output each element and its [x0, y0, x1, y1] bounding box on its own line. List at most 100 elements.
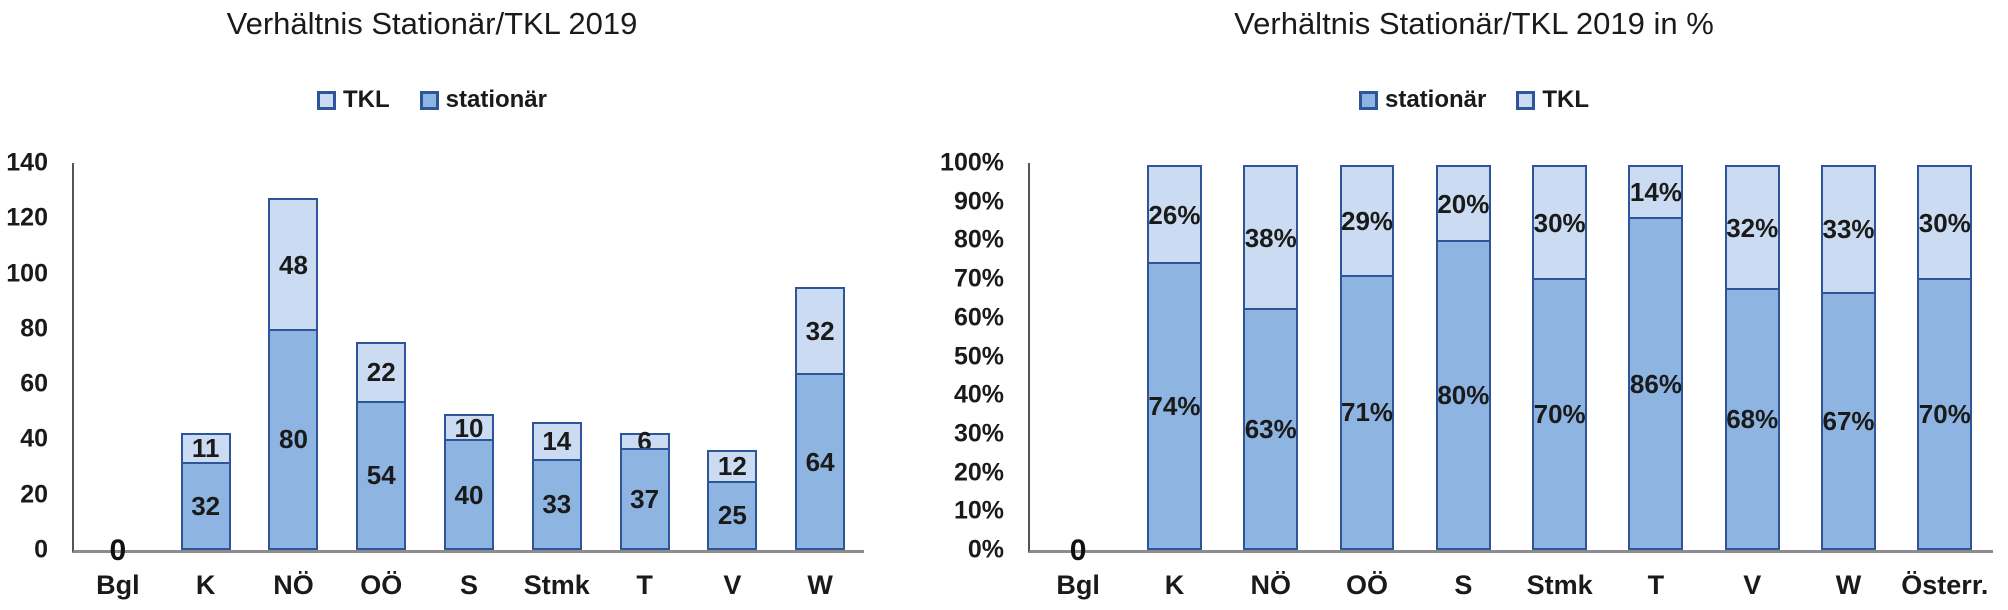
- segment-tkl-V: 12: [707, 449, 758, 483]
- segment-stationaer-T: 37: [619, 447, 670, 550]
- data-label: 32: [191, 490, 221, 521]
- legend-item-stationaer: stationär: [1358, 86, 1486, 114]
- bar-slot-W: 32 64: [776, 163, 864, 550]
- data-label: 32%: [1726, 212, 1779, 243]
- segment-tkl-OÖ: 29%: [1339, 165, 1395, 277]
- bar-slot-OÖ: 22 54: [337, 163, 425, 550]
- y-tick-label: 60: [20, 369, 48, 398]
- chart-absolute: Verhältnis Stationär/TKL 2019 TKL station…: [0, 0, 864, 610]
- x-tick-label-Stmk: Stmk: [1526, 570, 1593, 600]
- bar-slot-Stmk: 30% 70%: [1511, 163, 1607, 550]
- bar-slot-NÖ: 48 80: [250, 163, 338, 550]
- segment-stationaer-Stmk: 33: [531, 458, 582, 550]
- data-label: 11: [191, 433, 220, 464]
- data-label: 74%: [1148, 391, 1201, 422]
- legend-item-tkl: TKL: [316, 86, 390, 114]
- bar-slot-S: 20% 80%: [1415, 163, 1511, 550]
- y-tick-label: 90%: [953, 187, 1004, 216]
- legend-item-tkl: TKL: [1516, 86, 1589, 114]
- y-tick-label: 10%: [953, 496, 1004, 525]
- x-axis: Bgl K NÖ OÖ S Stmk T V W: [74, 570, 864, 601]
- bar-NÖ: 38% 63%: [1243, 165, 1299, 550]
- x-tick-label-T: T: [1647, 570, 1665, 600]
- bar-slot-Bgl: 0: [74, 163, 162, 566]
- segment-stationaer-Österr.: 70%: [1917, 278, 1973, 550]
- bar-T: 14% 86%: [1628, 165, 1684, 550]
- segment-stationaer-Stmk: 70%: [1532, 278, 1588, 550]
- bar-OÖ: 29% 71%: [1339, 165, 1395, 550]
- x-axis-gutter: [0, 570, 74, 601]
- x-tick-label-Österr.: Österr.: [1901, 570, 1989, 600]
- segment-tkl-V: 32%: [1724, 165, 1780, 291]
- segment-stationaer-T: 86%: [1628, 217, 1684, 550]
- chart-gap: [864, 0, 940, 610]
- y-tick-label: 100%: [940, 148, 1004, 177]
- data-label: 25: [717, 500, 747, 531]
- legend-swatch-tkl-icon: [316, 90, 336, 110]
- y-tick-label: 50%: [953, 342, 1004, 370]
- x-tick-label-T: T: [636, 570, 653, 600]
- segment-stationaer-OÖ: 71%: [1339, 274, 1395, 550]
- x-tick-label-K: K: [195, 570, 216, 600]
- bar-slot-V: 12 25: [688, 163, 776, 550]
- data-label: 37: [630, 483, 660, 514]
- segment-stationaer-W: 64: [795, 373, 846, 550]
- bar-NÖ: 48 80: [268, 198, 319, 550]
- bar-slot-T: 14% 86%: [1608, 163, 1704, 550]
- data-label: 30%: [1533, 207, 1586, 238]
- bar-slot-K: 11 32: [162, 163, 250, 550]
- data-label: 70%: [1918, 399, 1971, 430]
- bar-Österr.: 30% 70%: [1917, 165, 1973, 550]
- data-label: 70%: [1533, 399, 1586, 430]
- x-tick-label-W: W: [807, 570, 833, 600]
- y-tick-label: 20%: [953, 458, 1004, 487]
- y-tick-label: 40: [20, 424, 48, 453]
- segment-stationaer-V: 68%: [1724, 288, 1780, 550]
- bar-Stmk: 30% 70%: [1532, 165, 1588, 550]
- data-label: 22: [366, 357, 396, 388]
- bar-slot-NÖ: 38% 63%: [1223, 163, 1319, 550]
- legend-label: stationär: [445, 86, 547, 113]
- data-label: 14: [542, 426, 572, 457]
- segment-stationaer-K: 32: [180, 461, 231, 550]
- segment-stationaer-OÖ: 54: [356, 400, 407, 550]
- bar-S: 10 40: [444, 413, 495, 550]
- y-tick-label: 60%: [953, 303, 1004, 332]
- bar-slot-Stmk: 14 33: [513, 163, 601, 550]
- x-tick-label-S: S: [1454, 570, 1473, 600]
- y-tick-label: 100: [6, 259, 48, 288]
- plot-area: 0 26% 74% 38% 63% 29% 71% 20% 80% 30% 70% 14% 86% 32%…: [1028, 163, 1993, 566]
- y-tick-label: 30%: [953, 419, 1004, 448]
- data-label: 67%: [1822, 405, 1875, 436]
- y-tick-label: 40%: [953, 380, 1004, 409]
- bar-OÖ: 22 54: [356, 341, 407, 550]
- bar-slot-W: 33% 67%: [1800, 163, 1896, 550]
- segment-stationaer-S: 80%: [1435, 240, 1491, 550]
- segment-tkl-S: 10: [444, 413, 495, 442]
- legend-swatch-tkl-icon: [1516, 90, 1536, 110]
- x-axis: Bgl K NÖ OÖ S Stmk T V W Österr.: [1030, 570, 1993, 601]
- y-tick-label: 20: [20, 480, 48, 509]
- zero-data-label: 0: [109, 534, 127, 567]
- y-tick-label: 0: [34, 535, 48, 564]
- zero-data-label: 0: [1069, 534, 1087, 567]
- x-tick-label-Bgl: Bgl: [1056, 570, 1100, 600]
- chart-percent: Verhältnis Stationär/TKL 2019 in % stati…: [940, 0, 2008, 610]
- x-tick-label-W: W: [1835, 570, 1862, 600]
- bar-slot-Österr.: 30% 70%: [1897, 163, 1993, 550]
- bar-slot-OÖ: 29% 71%: [1319, 163, 1415, 550]
- y-tick-label: 80: [20, 314, 48, 343]
- bar-slot-V: 32% 68%: [1704, 163, 1800, 550]
- x-axis-row: Bgl K NÖ OÖ S Stmk T V W: [0, 570, 864, 601]
- x-tick-label-V: V: [1743, 570, 1762, 600]
- segment-tkl-K: 11: [180, 433, 231, 464]
- segment-tkl-K: 26%: [1147, 165, 1202, 265]
- x-tick-label-NÖ: NÖ: [1250, 570, 1291, 600]
- data-label: 30%: [1918, 207, 1971, 238]
- y-axis: 140 120 100 80 60 40 20 0: [0, 149, 72, 564]
- x-axis-gutter: [940, 570, 1030, 601]
- segment-tkl-S: 20%: [1435, 165, 1491, 243]
- legend: stationär TKL: [940, 86, 2008, 114]
- chart-title: Verhältnis Stationär/TKL 2019 in %: [1234, 6, 1714, 41]
